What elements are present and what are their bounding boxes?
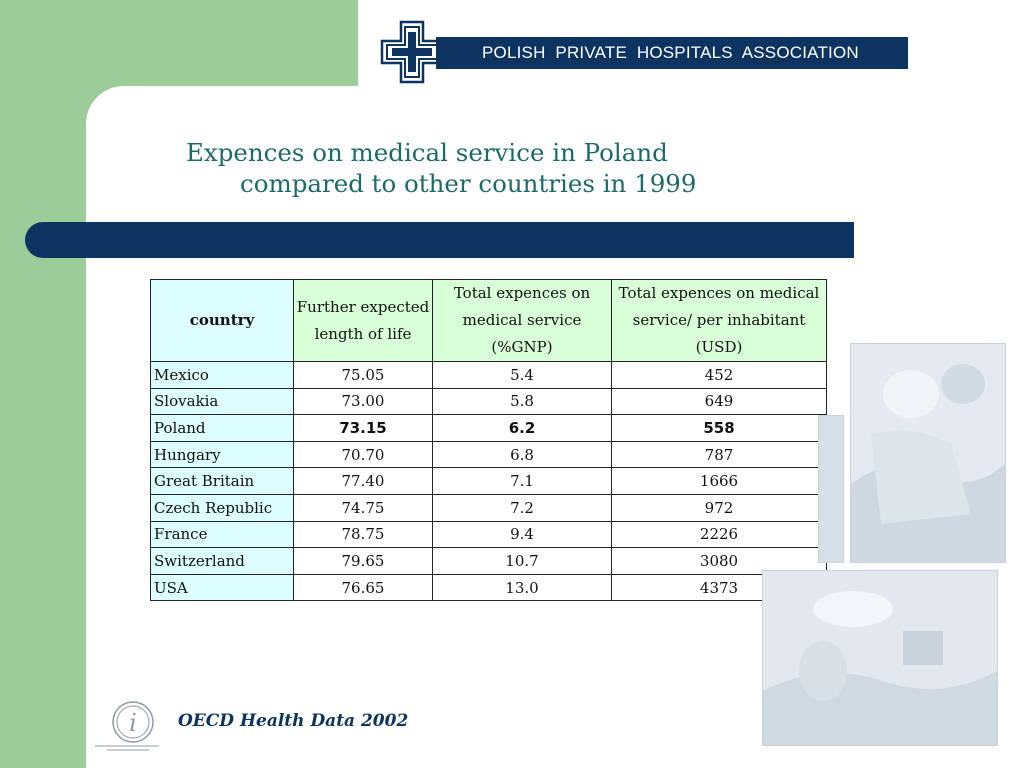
slide-title: Expences on medical service in Poland co… — [186, 137, 696, 199]
value-cell: 70.70 — [293, 440, 433, 469]
table-row: Switzerland 79.65 10.7 3080 — [150, 547, 827, 575]
table-row: France 78.75 9.4 2226 — [150, 520, 827, 549]
source-note: OECD Health Data 2002 — [178, 711, 409, 731]
title-line-1: Expences on medical service in Poland — [186, 138, 668, 167]
table-row: Czech Republic 74.75 7.2 972 — [150, 493, 827, 522]
country-cell: Switzerland — [150, 547, 294, 575]
value-cell: 77.40 — [293, 467, 433, 495]
value-cell: 9.4 — [432, 520, 612, 549]
value-cell: 5.8 — [432, 387, 612, 416]
value-cell: 787 — [611, 440, 827, 469]
table-row: USA 76.65 13.0 4373 — [150, 573, 827, 602]
country-cell: Hungary — [150, 440, 294, 469]
org-name: POLISH PRIVATE HOSPITALS ASSOCIATION — [482, 43, 859, 62]
value-cell: 78.75 — [293, 520, 433, 549]
value-cell: 558 — [611, 414, 827, 442]
table-row: Slovakia 73.00 5.8 649 — [150, 387, 827, 416]
expenses-table: country Further expected length of life … — [150, 279, 827, 602]
table-row: Hungary 70.70 6.8 787 — [150, 440, 827, 469]
surgery-photo — [850, 343, 1006, 563]
cross-logo-icon — [380, 20, 444, 84]
table-row: Mexico 75.05 5.4 452 — [150, 361, 827, 389]
value-cell: 5.4 — [432, 361, 612, 389]
table-row: Poland 73.15 6.2 558 — [150, 414, 827, 442]
value-cell: 7.2 — [432, 493, 612, 522]
value-cell: 73.15 — [293, 414, 433, 442]
svg-text:i: i — [129, 709, 137, 737]
country-cell: USA — [150, 573, 294, 602]
value-cell: 972 — [611, 493, 827, 522]
operating-room-photo — [762, 570, 998, 746]
header-country: country — [150, 279, 294, 362]
info-icon: i — [95, 701, 159, 751]
value-cell: 13.0 — [432, 573, 612, 602]
country-cell: France — [150, 520, 294, 549]
value-cell: 2226 — [611, 520, 827, 549]
header-life-expectancy: Further expected length of life — [293, 279, 433, 362]
table-row: Great Britain 77.40 7.1 1666 — [150, 467, 827, 495]
divider-bar — [25, 222, 854, 258]
table-header-row: country Further expected length of life … — [150, 279, 827, 362]
country-cell: Slovakia — [150, 387, 294, 416]
value-cell: 79.65 — [293, 547, 433, 575]
value-cell: 10.7 — [432, 547, 612, 575]
value-cell: 74.75 — [293, 493, 433, 522]
country-cell: Mexico — [150, 361, 294, 389]
photo-strip — [818, 415, 844, 563]
title-line-2: compared to other countries in 1999 — [240, 169, 697, 198]
value-cell: 75.05 — [293, 361, 433, 389]
value-cell: 649 — [611, 387, 827, 416]
value-cell: 3080 — [611, 547, 827, 575]
header-percent-gnp: Total expences on medical service (%GNP) — [432, 279, 612, 362]
value-cell: 73.00 — [293, 387, 433, 416]
value-cell: 6.2 — [432, 414, 612, 442]
country-cell: Poland — [150, 414, 294, 442]
value-cell: 6.8 — [432, 440, 612, 469]
value-cell: 76.65 — [293, 573, 433, 602]
value-cell: 7.1 — [432, 467, 612, 495]
header-per-inhabitant: Total expences on medical service/ per i… — [611, 279, 827, 362]
value-cell: 452 — [611, 361, 827, 389]
country-cell: Czech Republic — [150, 493, 294, 522]
country-cell: Great Britain — [150, 467, 294, 495]
header-bar — [436, 37, 908, 69]
value-cell: 1666 — [611, 467, 827, 495]
